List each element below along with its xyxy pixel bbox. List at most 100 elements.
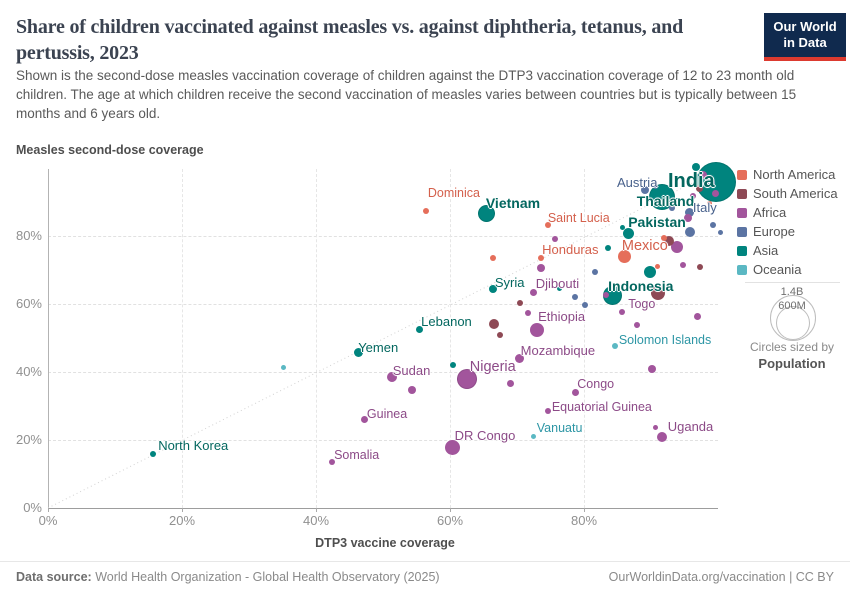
country-label-saint-lucia[interactable]: Saint Lucia <box>547 211 610 226</box>
data-point[interactable] <box>699 171 708 180</box>
data-point[interactable] <box>668 205 675 212</box>
data-point[interactable] <box>489 319 500 330</box>
country-label-solomon-islands[interactable]: Solomon Islands <box>618 333 712 348</box>
country-label-togo[interactable]: Togo <box>628 297 656 312</box>
country-label-guinea[interactable]: Guinea <box>366 406 408 421</box>
legend-item-north-america[interactable]: North America <box>737 165 838 184</box>
data-point-ethiopia[interactable] <box>530 322 545 337</box>
data-point-guinea[interactable] <box>361 416 369 424</box>
data-point[interactable] <box>407 386 416 395</box>
data-point[interactable] <box>605 244 612 251</box>
country-label-sudan[interactable]: Sudan <box>392 363 431 379</box>
data-point[interactable] <box>710 222 717 229</box>
data-point[interactable] <box>696 263 703 270</box>
data-point-austria[interactable] <box>640 186 649 195</box>
country-label-india[interactable]: India <box>667 169 715 192</box>
data-point-sudan[interactable] <box>386 372 397 383</box>
data-point[interactable] <box>684 226 695 237</box>
legend-item-africa[interactable]: Africa <box>737 203 838 222</box>
data-point-north-korea[interactable] <box>150 450 157 457</box>
data-point-honduras[interactable] <box>538 255 545 262</box>
data-point[interactable] <box>581 302 588 309</box>
country-label-lebanon[interactable]: Lebanon <box>421 313 472 329</box>
data-point[interactable] <box>620 225 626 231</box>
data-point-mozambique[interactable] <box>515 353 525 363</box>
legend-item-europe[interactable]: Europe <box>737 222 838 241</box>
country-label-equatorial-guinea[interactable]: Equatorial Guinea <box>551 400 652 415</box>
data-point[interactable] <box>644 266 657 279</box>
data-point[interactable] <box>654 264 660 270</box>
country-label-dr-congo[interactable]: DR Congo <box>454 428 516 444</box>
data-point[interactable] <box>691 163 700 172</box>
data-point[interactable] <box>664 236 675 247</box>
data-point-dominica[interactable] <box>422 207 429 214</box>
data-point[interactable] <box>647 364 656 373</box>
data-point[interactable] <box>507 380 515 388</box>
data-point-nigeria[interactable] <box>456 369 477 390</box>
country-label-vanuatu[interactable]: Vanuatu <box>536 420 583 435</box>
country-label-thailand[interactable]: Thailand <box>636 192 695 209</box>
data-point[interactable] <box>690 192 697 199</box>
data-point[interactable] <box>718 230 724 236</box>
country-label-ethiopia[interactable]: Ethiopia <box>538 308 586 324</box>
data-point[interactable] <box>489 255 496 262</box>
country-label-nigeria[interactable]: Nigeria <box>469 359 516 376</box>
data-point[interactable] <box>537 263 546 272</box>
data-point[interactable] <box>650 286 665 301</box>
country-label-somalia[interactable]: Somalia <box>334 448 380 463</box>
data-point[interactable] <box>591 269 598 276</box>
data-point-mexico[interactable] <box>618 249 632 263</box>
country-label-austria[interactable]: Austria <box>616 175 658 191</box>
data-point[interactable] <box>524 309 531 316</box>
data-point-vanuatu[interactable] <box>531 434 537 440</box>
country-label-mexico[interactable]: Mexico <box>621 238 668 255</box>
data-point[interactable] <box>660 235 667 242</box>
data-point-syria[interactable] <box>488 285 497 294</box>
data-point-dr-congo[interactable] <box>445 439 461 455</box>
data-point-lebanon[interactable] <box>415 326 423 334</box>
data-point[interactable] <box>497 331 504 338</box>
data-point[interactable] <box>674 197 681 204</box>
data-point[interactable] <box>694 313 702 321</box>
data-point-pakistan[interactable] <box>622 228 634 240</box>
country-label-dominica[interactable]: Dominica <box>427 185 480 200</box>
country-label-congo[interactable]: Congo <box>577 377 615 392</box>
data-point-solomon-islands[interactable] <box>611 343 618 350</box>
footer-link[interactable]: OurWorldinData.org/vaccination | CC BY <box>608 570 834 584</box>
country-label-yemen[interactable]: Yemen <box>358 339 399 355</box>
country-label-syria[interactable]: Syria <box>494 275 525 291</box>
data-point-equatorial-guinea[interactable] <box>544 408 551 415</box>
data-point[interactable] <box>633 322 640 329</box>
data-point-italy[interactable] <box>685 208 695 218</box>
data-point-saint-lucia[interactable] <box>544 222 551 229</box>
owid-logo[interactable]: Our World in Data <box>764 13 846 61</box>
legend-item-asia[interactable]: Asia <box>737 241 838 260</box>
data-point[interactable] <box>696 184 704 192</box>
country-label-mozambique[interactable]: Mozambique <box>520 343 596 359</box>
country-label-honduras[interactable]: Honduras <box>542 242 599 258</box>
country-label-vietnam[interactable]: Vietnam <box>485 194 541 211</box>
data-point[interactable] <box>653 424 659 430</box>
data-point-djibouti[interactable] <box>530 288 538 296</box>
country-label-pakistan[interactable]: Pakistan <box>628 213 686 230</box>
country-label-uganda[interactable]: Uganda <box>667 418 714 434</box>
country-label-italy[interactable]: Italy <box>692 199 717 215</box>
country-label-djibouti[interactable]: Djibouti <box>535 276 580 292</box>
data-point[interactable] <box>707 200 713 206</box>
legend-item-south-america[interactable]: South America <box>737 184 838 203</box>
data-point[interactable] <box>603 292 610 299</box>
data-point[interactable] <box>516 299 523 306</box>
data-point[interactable] <box>683 213 692 222</box>
data-point[interactable] <box>718 175 725 182</box>
data-point-vietnam[interactable] <box>478 205 496 223</box>
data-point-togo[interactable] <box>619 309 626 316</box>
data-point-somalia[interactable] <box>329 459 336 466</box>
data-point[interactable] <box>280 365 286 371</box>
data-point[interactable] <box>671 240 684 253</box>
data-point[interactable] <box>711 189 719 197</box>
country-label-indonesia[interactable]: Indonesia <box>608 277 674 294</box>
country-label-north-korea[interactable]: North Korea <box>158 437 229 453</box>
data-point-yemen[interactable] <box>353 348 363 358</box>
data-point[interactable] <box>449 361 456 368</box>
data-point[interactable] <box>557 285 563 291</box>
